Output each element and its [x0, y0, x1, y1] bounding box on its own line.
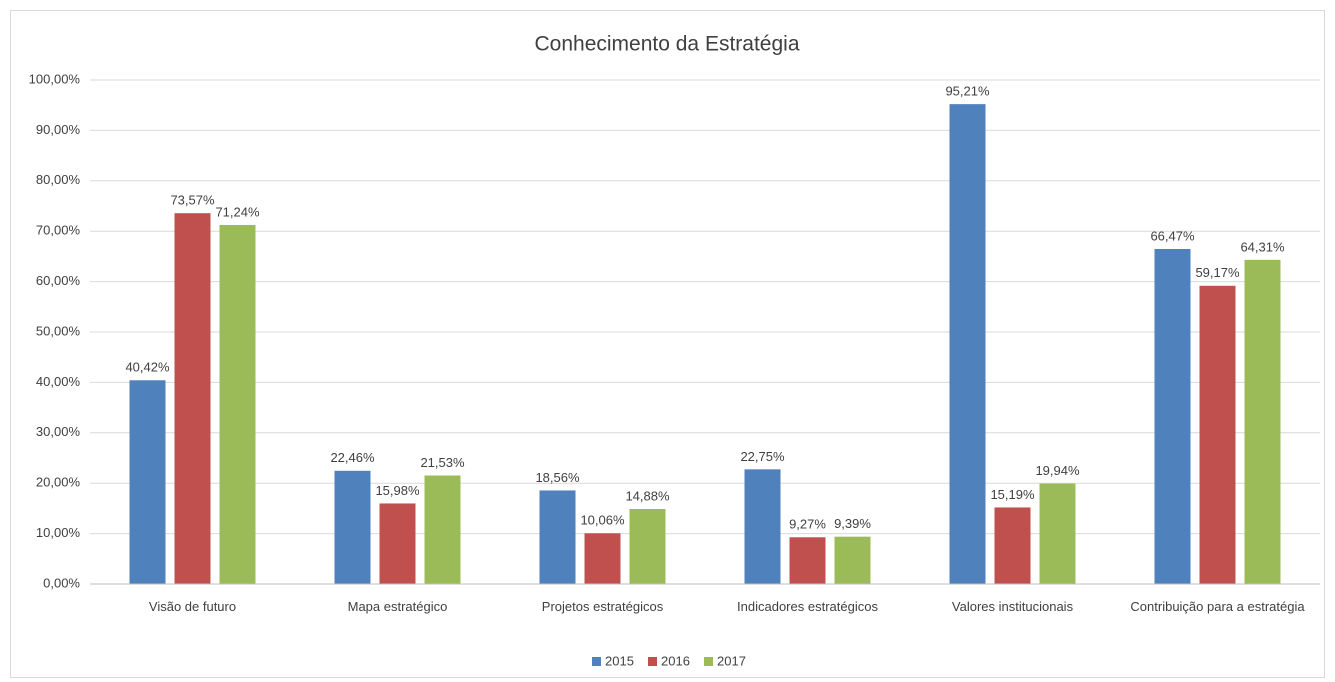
data-label: 59,17% — [1195, 265, 1240, 280]
legend-swatch — [704, 657, 713, 666]
data-label: 73,57% — [170, 193, 215, 208]
data-label: 10,06% — [580, 513, 625, 528]
bar — [129, 380, 166, 584]
y-tick-label: 0,00% — [43, 575, 80, 590]
bar — [379, 503, 416, 584]
y-tick-label: 10,00% — [36, 525, 81, 540]
y-tick-label: 80,00% — [36, 172, 81, 187]
bar — [994, 507, 1031, 584]
y-tick-label: 40,00% — [36, 374, 81, 389]
bar — [1039, 483, 1076, 584]
data-label: 22,46% — [330, 450, 375, 465]
legend-label: 2016 — [661, 653, 690, 668]
data-label: 64,31% — [1240, 239, 1285, 254]
bar — [174, 213, 211, 584]
bar — [629, 509, 666, 584]
y-tick-label: 50,00% — [36, 323, 81, 338]
legend-label: 2015 — [605, 653, 634, 668]
x-tick-label: Mapa estratégico — [347, 599, 448, 614]
y-tick-label: 70,00% — [36, 223, 81, 238]
data-label: 21,53% — [420, 455, 465, 470]
data-label: 18,56% — [535, 470, 580, 485]
bar — [424, 475, 461, 584]
bar — [744, 469, 781, 584]
bar — [834, 536, 871, 584]
bar — [789, 537, 826, 584]
data-label: 71,24% — [215, 204, 260, 219]
x-tick-label: Projetos estratégicos — [541, 599, 664, 614]
data-label: 19,94% — [1035, 463, 1080, 478]
y-tick-label: 60,00% — [36, 273, 81, 288]
data-label: 95,21% — [945, 84, 990, 99]
data-label: 22,75% — [740, 449, 785, 464]
x-tick-label: Indicadores estratégicos — [737, 599, 878, 614]
bar — [1244, 259, 1281, 584]
bar — [219, 224, 256, 585]
data-label: 66,47% — [1150, 228, 1195, 243]
legend-swatch — [592, 657, 601, 666]
y-tick-label: 30,00% — [36, 424, 81, 439]
data-label: 15,19% — [990, 487, 1035, 502]
bar — [584, 533, 621, 584]
y-tick-label: 20,00% — [36, 475, 81, 490]
bar — [949, 104, 986, 584]
y-tick-label: 100,00% — [29, 71, 81, 86]
y-tick-label: 90,00% — [36, 122, 81, 137]
bar — [1199, 285, 1236, 584]
bar — [1154, 248, 1191, 584]
chart-title: Conhecimento da Estratégia — [535, 33, 800, 56]
data-label: 40,42% — [125, 360, 170, 375]
legend-label: 2017 — [717, 653, 746, 668]
x-tick-label: Contribuição para a estratégia — [1130, 599, 1305, 614]
x-tick-label: Visão de futuro — [148, 599, 237, 614]
data-label: 15,98% — [375, 483, 420, 498]
legend-swatch — [648, 657, 657, 666]
x-tick-label: Valores institucionais — [951, 599, 1074, 614]
data-label: 9,27% — [789, 517, 826, 532]
data-label: 14,88% — [625, 488, 670, 503]
data-label: 9,39% — [834, 516, 871, 531]
bar — [334, 470, 371, 584]
bar — [539, 490, 576, 584]
